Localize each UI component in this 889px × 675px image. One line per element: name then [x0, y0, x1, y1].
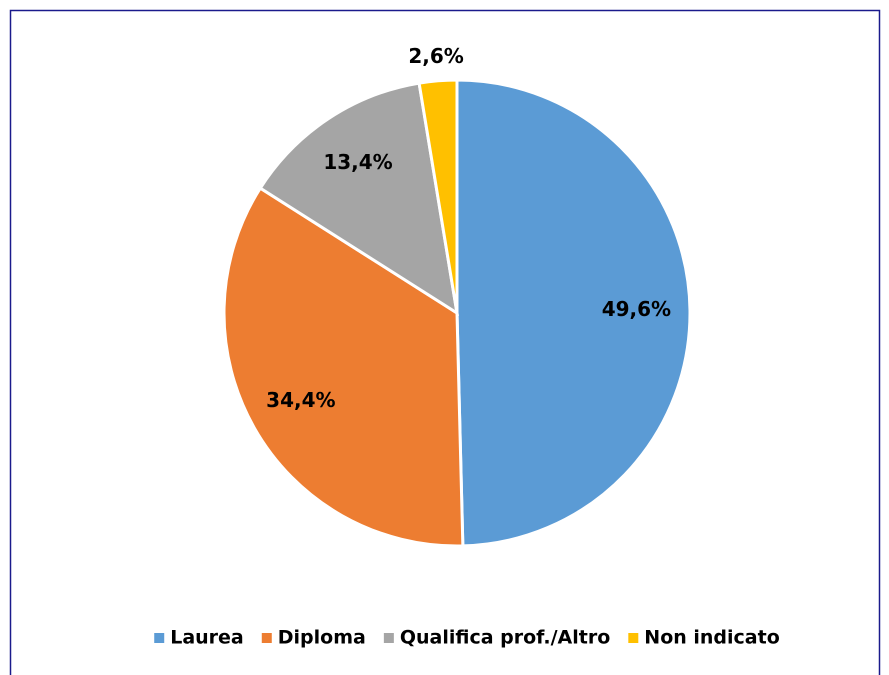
frame — [9, 9, 881, 675]
legend-label: Diploma — [278, 627, 366, 649]
legend-swatch — [154, 633, 165, 643]
legend-label: Laurea — [170, 627, 244, 649]
data-label: 2,6% — [408, 44, 463, 68]
pie-slice — [258, 81, 460, 317]
data-label: 34,4% — [266, 388, 335, 412]
legend-swatch — [383, 633, 394, 643]
legend-label: Non indicato — [644, 627, 779, 649]
data-label: 49,6% — [602, 297, 671, 321]
data-label: 13,4% — [323, 150, 392, 174]
pie-slice — [222, 186, 465, 548]
legend-swatch — [261, 633, 272, 643]
pie-slice — [455, 78, 692, 548]
legend-swatch — [628, 633, 639, 643]
pie-slice — [417, 78, 459, 314]
legend-label: Qualifica prof./Altro — [400, 627, 610, 649]
